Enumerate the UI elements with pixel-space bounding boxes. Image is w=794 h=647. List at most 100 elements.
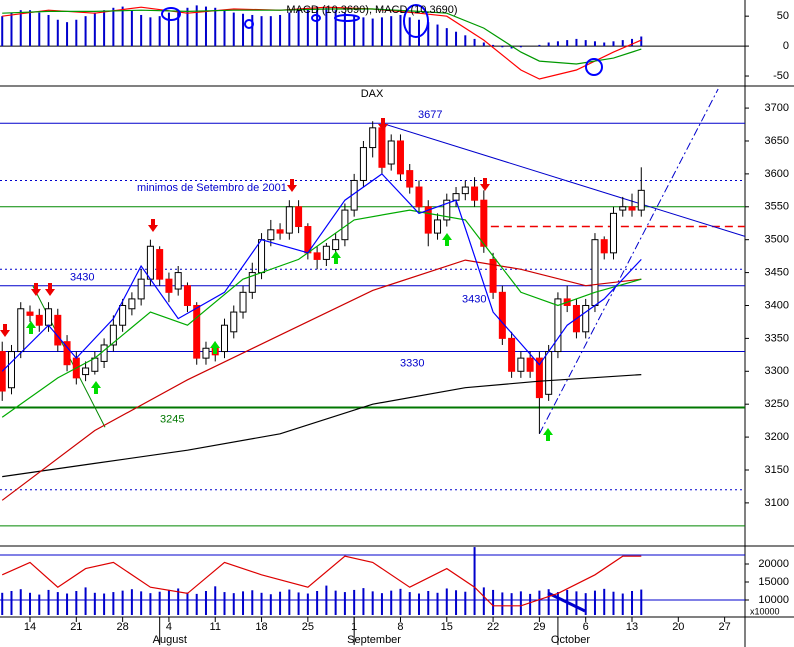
candle-body bbox=[498, 291, 506, 339]
bar bbox=[121, 590, 124, 615]
candle-body bbox=[434, 219, 442, 234]
bar bbox=[29, 10, 32, 47]
candle-body bbox=[406, 170, 414, 188]
trend-line bbox=[381, 122, 746, 237]
y-tick-label: 3600 bbox=[765, 168, 789, 180]
candle-body bbox=[258, 239, 266, 274]
candle-body bbox=[452, 193, 460, 201]
candle-body bbox=[230, 311, 238, 333]
bar bbox=[149, 593, 152, 615]
bar bbox=[19, 10, 22, 47]
bar bbox=[260, 16, 263, 47]
bar bbox=[84, 587, 87, 615]
bar bbox=[1, 16, 4, 47]
bar bbox=[621, 40, 624, 47]
bar bbox=[325, 7, 328, 47]
bar bbox=[556, 592, 559, 615]
bar bbox=[251, 14, 254, 47]
bar bbox=[501, 46, 504, 48]
bar bbox=[510, 593, 513, 615]
bar bbox=[158, 591, 161, 615]
bar bbox=[269, 16, 272, 47]
bar bbox=[149, 17, 152, 47]
candle-body bbox=[100, 344, 108, 362]
indicator-line bbox=[1, 259, 642, 501]
bar bbox=[204, 6, 207, 47]
candle-body bbox=[54, 314, 62, 346]
bar bbox=[66, 593, 69, 615]
bar bbox=[93, 592, 96, 615]
candle-body bbox=[526, 357, 534, 372]
x-tick-label: 14 bbox=[24, 621, 36, 633]
y-tick-label: 50 bbox=[777, 10, 789, 22]
bar bbox=[427, 22, 430, 47]
bar bbox=[519, 46, 522, 48]
annotation: minimos de Setembro de 2001 bbox=[137, 182, 287, 194]
bar bbox=[399, 14, 402, 47]
candle-body bbox=[322, 245, 330, 260]
bar bbox=[195, 5, 198, 47]
bar bbox=[353, 14, 356, 47]
candle-body bbox=[156, 249, 164, 280]
macd-title: MACD (10.3690), MACD (10.3690) bbox=[286, 4, 457, 16]
bar bbox=[242, 13, 245, 47]
candle-body bbox=[137, 278, 145, 300]
bar bbox=[362, 588, 365, 615]
macd-highlights bbox=[161, 4, 603, 76]
y-tick-label: 3300 bbox=[765, 365, 789, 377]
bar bbox=[316, 6, 319, 47]
candle-body bbox=[582, 304, 590, 333]
y-unit: x10000 bbox=[750, 606, 780, 616]
bar bbox=[538, 44, 541, 47]
bar bbox=[47, 589, 50, 615]
y-tick-label: 0 bbox=[783, 40, 789, 52]
candle-body bbox=[26, 311, 34, 316]
candle-body bbox=[415, 186, 423, 208]
bar bbox=[158, 16, 161, 47]
bar bbox=[103, 593, 106, 615]
y-tick-label: 20000 bbox=[758, 558, 789, 570]
indicator-line bbox=[1, 209, 642, 418]
bar bbox=[556, 41, 559, 47]
month-label: October bbox=[551, 634, 590, 646]
bar bbox=[130, 10, 133, 47]
candle-body bbox=[285, 206, 293, 234]
bar bbox=[242, 591, 245, 615]
x-tick-label: 13 bbox=[626, 621, 638, 633]
bar bbox=[19, 589, 22, 615]
bar bbox=[167, 589, 170, 615]
bar bbox=[390, 590, 393, 615]
bar bbox=[417, 593, 420, 615]
bar bbox=[10, 12, 13, 47]
bar bbox=[93, 12, 96, 47]
bar bbox=[427, 590, 430, 615]
bar bbox=[232, 12, 235, 47]
bar bbox=[56, 592, 59, 615]
candle-body bbox=[313, 252, 321, 260]
bar bbox=[631, 38, 634, 47]
candle-body bbox=[332, 239, 340, 251]
bar bbox=[334, 10, 337, 47]
bar bbox=[56, 19, 59, 47]
bar bbox=[325, 585, 328, 615]
bar bbox=[140, 591, 143, 615]
candle-body bbox=[600, 239, 608, 254]
bar bbox=[223, 592, 226, 615]
candle-body bbox=[128, 298, 136, 310]
bar bbox=[640, 36, 643, 47]
bar bbox=[297, 10, 300, 47]
candle-body bbox=[369, 127, 377, 149]
candle-body bbox=[545, 351, 553, 395]
candle-body bbox=[239, 291, 247, 313]
bar bbox=[251, 590, 254, 615]
x-tick-label: 27 bbox=[718, 621, 730, 633]
candle-body bbox=[276, 229, 284, 234]
level-label: 3330 bbox=[400, 357, 424, 369]
candle-body bbox=[174, 272, 182, 290]
candle-body bbox=[628, 206, 636, 211]
bar bbox=[584, 40, 587, 47]
y-tick-label: 3650 bbox=[765, 135, 789, 147]
bar bbox=[38, 594, 41, 615]
bar bbox=[390, 16, 393, 47]
